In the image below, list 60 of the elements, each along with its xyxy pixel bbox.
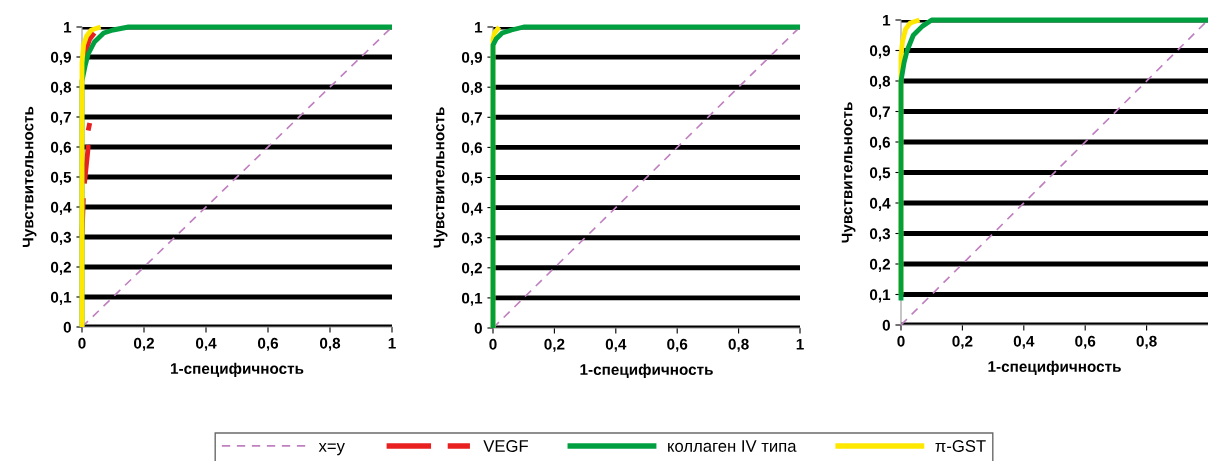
y-tick-label: 0,5 [461, 172, 483, 186]
y-tick-label: 0,3 [50, 231, 72, 245]
legend-label: коллаген IV типа [668, 440, 797, 452]
y-tick-label: 0,1 [869, 289, 891, 303]
x-tick-label: 0 [897, 335, 905, 347]
x-tick-label: 0,4 [195, 337, 217, 351]
legend-label: x=y [318, 442, 345, 456]
x-axis-title: 1-специфичность [580, 363, 713, 379]
y-tick-label: 0,7 [461, 112, 482, 126]
x-axis-title: 1-специфичность [988, 360, 1121, 376]
y-tick-label: 0,2 [869, 258, 890, 272]
x-tick-label: 0,6 [1075, 335, 1096, 349]
y-tick-label: 0,7 [50, 111, 71, 125]
y-tick-label: 0,5 [869, 167, 891, 181]
y-tick-label: 1 [475, 22, 483, 33]
y-tick-label: 0,1 [50, 291, 72, 305]
x-tick-label: 0,8 [1136, 335, 1157, 349]
x-tick-label: 0,4 [605, 338, 627, 352]
x-tick-label: 0,6 [257, 337, 279, 351]
y-tick-label: 0 [474, 322, 482, 334]
y-tick-label: 0,8 [869, 75, 891, 89]
y-tick-label: 0,2 [461, 262, 482, 276]
y-tick-label: 0,9 [50, 51, 72, 65]
x-tick-label: 0 [78, 337, 86, 349]
x-tick-label: 0,2 [133, 337, 155, 351]
x-tick-label: 0 [489, 338, 497, 350]
x-tick-label: 0,6 [667, 338, 688, 352]
y-tick-label: 0,6 [869, 136, 891, 150]
y-tick-label: 0,3 [869, 228, 891, 242]
y-tick-label: 0,7 [869, 106, 890, 120]
x-tick-label: 0,2 [544, 338, 565, 352]
y-tick-label: 0,1 [461, 292, 483, 306]
x-tick-label: 1 [796, 338, 804, 350]
y-tick-label: 1 [883, 15, 891, 26]
y-axis-title: Чувствительность [841, 102, 856, 243]
y-tick-label: 0,2 [50, 261, 71, 275]
y-tick-label: 0,9 [869, 45, 891, 59]
legend-label: π-GST [935, 440, 986, 452]
y-tick-label: 0,9 [461, 51, 483, 65]
y-tick-label: 0,8 [461, 82, 483, 96]
y-tick-label: 0,3 [461, 232, 483, 246]
x-tick-label: 0,2 [952, 335, 973, 349]
legend-label: VEGF [483, 440, 528, 452]
x-tick-label: 1 [388, 337, 396, 349]
x-tick-label: 0,4 [1013, 335, 1035, 349]
y-tick-label: 0 [882, 319, 890, 331]
y-tick-label: 0,4 [461, 202, 483, 216]
y-tick-label: 0,4 [869, 197, 891, 211]
x-tick-label: 0,8 [319, 337, 341, 351]
y-tick-label: 0,8 [50, 81, 72, 95]
y-axis-title: Чувствительность [22, 106, 37, 248]
y-tick-label: 0 [63, 321, 71, 333]
y-axis-title: Чувствительность [433, 107, 448, 248]
x-axis-title: 1-специфичность [171, 362, 304, 378]
y-tick-label: 0,6 [461, 142, 483, 156]
y-tick-label: 1 [64, 22, 72, 33]
y-tick-label: 0,4 [50, 201, 72, 215]
y-tick-label: 0,6 [50, 141, 72, 155]
x-tick-label: 0,8 [728, 338, 749, 352]
y-tick-label: 0,5 [50, 171, 72, 185]
